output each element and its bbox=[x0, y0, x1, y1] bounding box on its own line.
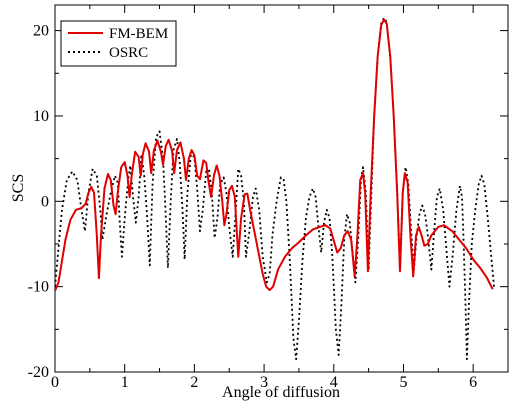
series-line-osrc bbox=[55, 16, 495, 361]
x-tick-label: 4 bbox=[330, 374, 338, 391]
legend-box bbox=[60, 20, 177, 67]
legend-label-osrc: OSRC bbox=[109, 45, 148, 61]
x-tick-label: 2 bbox=[190, 374, 198, 391]
y-tick-label: -20 bbox=[28, 364, 49, 381]
y-tick-label: -10 bbox=[28, 279, 49, 296]
x-tick-label: 6 bbox=[469, 374, 477, 391]
y-tick-label: 10 bbox=[33, 108, 49, 125]
y-tick-label: 20 bbox=[33, 23, 49, 40]
legend: FM-BEM OSRC bbox=[60, 20, 177, 67]
x-tick-label: 3 bbox=[260, 374, 268, 391]
x-tick-label: 1 bbox=[121, 374, 129, 391]
x-axis-label: Angle of diffusion bbox=[222, 384, 340, 401]
y-axis-label: SCS bbox=[10, 174, 27, 202]
plot-frame bbox=[54, 4, 509, 373]
series-line-fm-bem bbox=[55, 18, 494, 292]
legend-label-fm-bem: FM-BEM bbox=[109, 26, 168, 42]
x-tick-label: 5 bbox=[399, 374, 407, 391]
x-tick-label: 0 bbox=[51, 374, 59, 391]
y-tick-label: 0 bbox=[41, 193, 49, 210]
